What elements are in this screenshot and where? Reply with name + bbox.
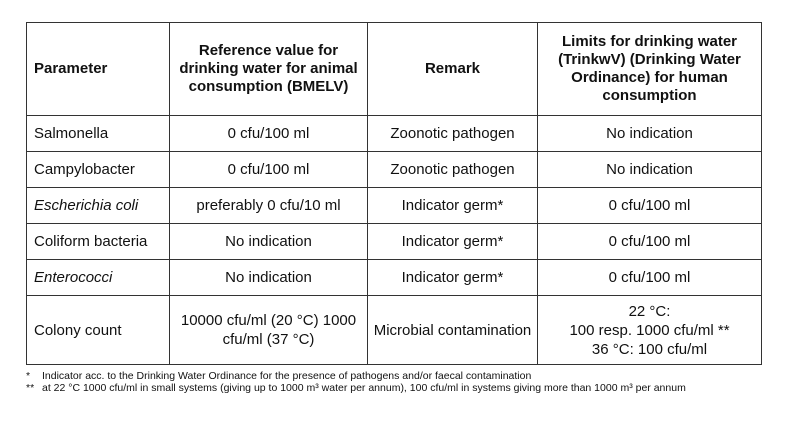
cell-limits: 0 cfu/100 ml: [537, 259, 762, 296]
footnote-text: Indicator acc. to the Drinking Water Ord…: [42, 370, 532, 382]
cell-remark: Zoonotic pathogen: [367, 115, 538, 152]
cell-limits: No indication: [537, 115, 762, 152]
cell-parameter: Coliform bacteria: [26, 223, 170, 260]
footnote-mark: *: [26, 370, 31, 382]
table-row: Salmonella 0 cfu/100 ml Zoonotic pathoge…: [26, 115, 762, 152]
footnote: ** at 22 °C 1000 cfu/ml in small systems…: [26, 382, 776, 394]
cell-reference: No indication: [169, 259, 368, 296]
table-row: Escherichia coli preferably 0 cfu/10 ml …: [26, 187, 762, 224]
header-remark: Remark: [367, 22, 538, 116]
cell-remark: Indicator germ*: [367, 223, 538, 260]
limits-line: 100 resp. 1000 cfu/ml **: [569, 321, 730, 339]
limits-line: 22 °C:: [628, 302, 671, 320]
header-limits: Limits for drinking water (TrinkwV) (Dri…: [537, 22, 762, 116]
cell-limits: 0 cfu/100 ml: [537, 187, 762, 224]
cell-remark: Indicator germ*: [367, 187, 538, 224]
cell-parameter: Colony count: [26, 295, 170, 365]
cell-reference: 10000 cfu/ml (20 °C) 1000 cfu/ml (37 °C): [169, 295, 368, 365]
table-row: Campylobacter 0 cfu/100 ml Zoonotic path…: [26, 151, 762, 188]
table-row: Coliform bacteria No indication Indicato…: [26, 223, 762, 260]
table-row: Enterococci No indication Indicator germ…: [26, 259, 762, 296]
header-row: Parameter Reference value for drinking w…: [26, 22, 762, 116]
limits-line: 36 °C: 100 cfu/ml: [591, 340, 708, 358]
cell-remark: Indicator germ*: [367, 259, 538, 296]
drinking-water-limits-table: Parameter Reference value for drinking w…: [26, 22, 762, 365]
footnote: * Indicator acc. to the Drinking Water O…: [26, 370, 776, 382]
cell-limits: No indication: [537, 151, 762, 188]
header-reference-value: Reference value for drinking water for a…: [169, 22, 368, 116]
cell-reference: preferably 0 cfu/10 ml: [169, 187, 368, 224]
cell-limits: 0 cfu/100 ml: [537, 223, 762, 260]
cell-parameter: Salmonella: [26, 115, 170, 152]
cell-remark: Microbial contamination: [367, 295, 538, 365]
cell-reference: 0 cfu/100 ml: [169, 151, 368, 188]
cell-reference: 0 cfu/100 ml: [169, 115, 368, 152]
cell-remark: Zoonotic pathogen: [367, 151, 538, 188]
cell-limits: 22 °C: 100 resp. 1000 cfu/ml ** 36 °C: 1…: [537, 295, 762, 365]
header-parameter: Parameter: [26, 22, 170, 116]
footnotes: * Indicator acc. to the Drinking Water O…: [26, 370, 776, 394]
cell-parameter: Escherichia coli: [26, 187, 170, 224]
table-row: Colony count 10000 cfu/ml (20 °C) 1000 c…: [26, 295, 762, 365]
cell-reference: No indication: [169, 223, 368, 260]
footnote-mark: **: [26, 382, 35, 394]
footnote-text: at 22 °C 1000 cfu/ml in small systems (g…: [42, 382, 686, 394]
cell-parameter: Campylobacter: [26, 151, 170, 188]
cell-parameter: Enterococci: [26, 259, 170, 296]
